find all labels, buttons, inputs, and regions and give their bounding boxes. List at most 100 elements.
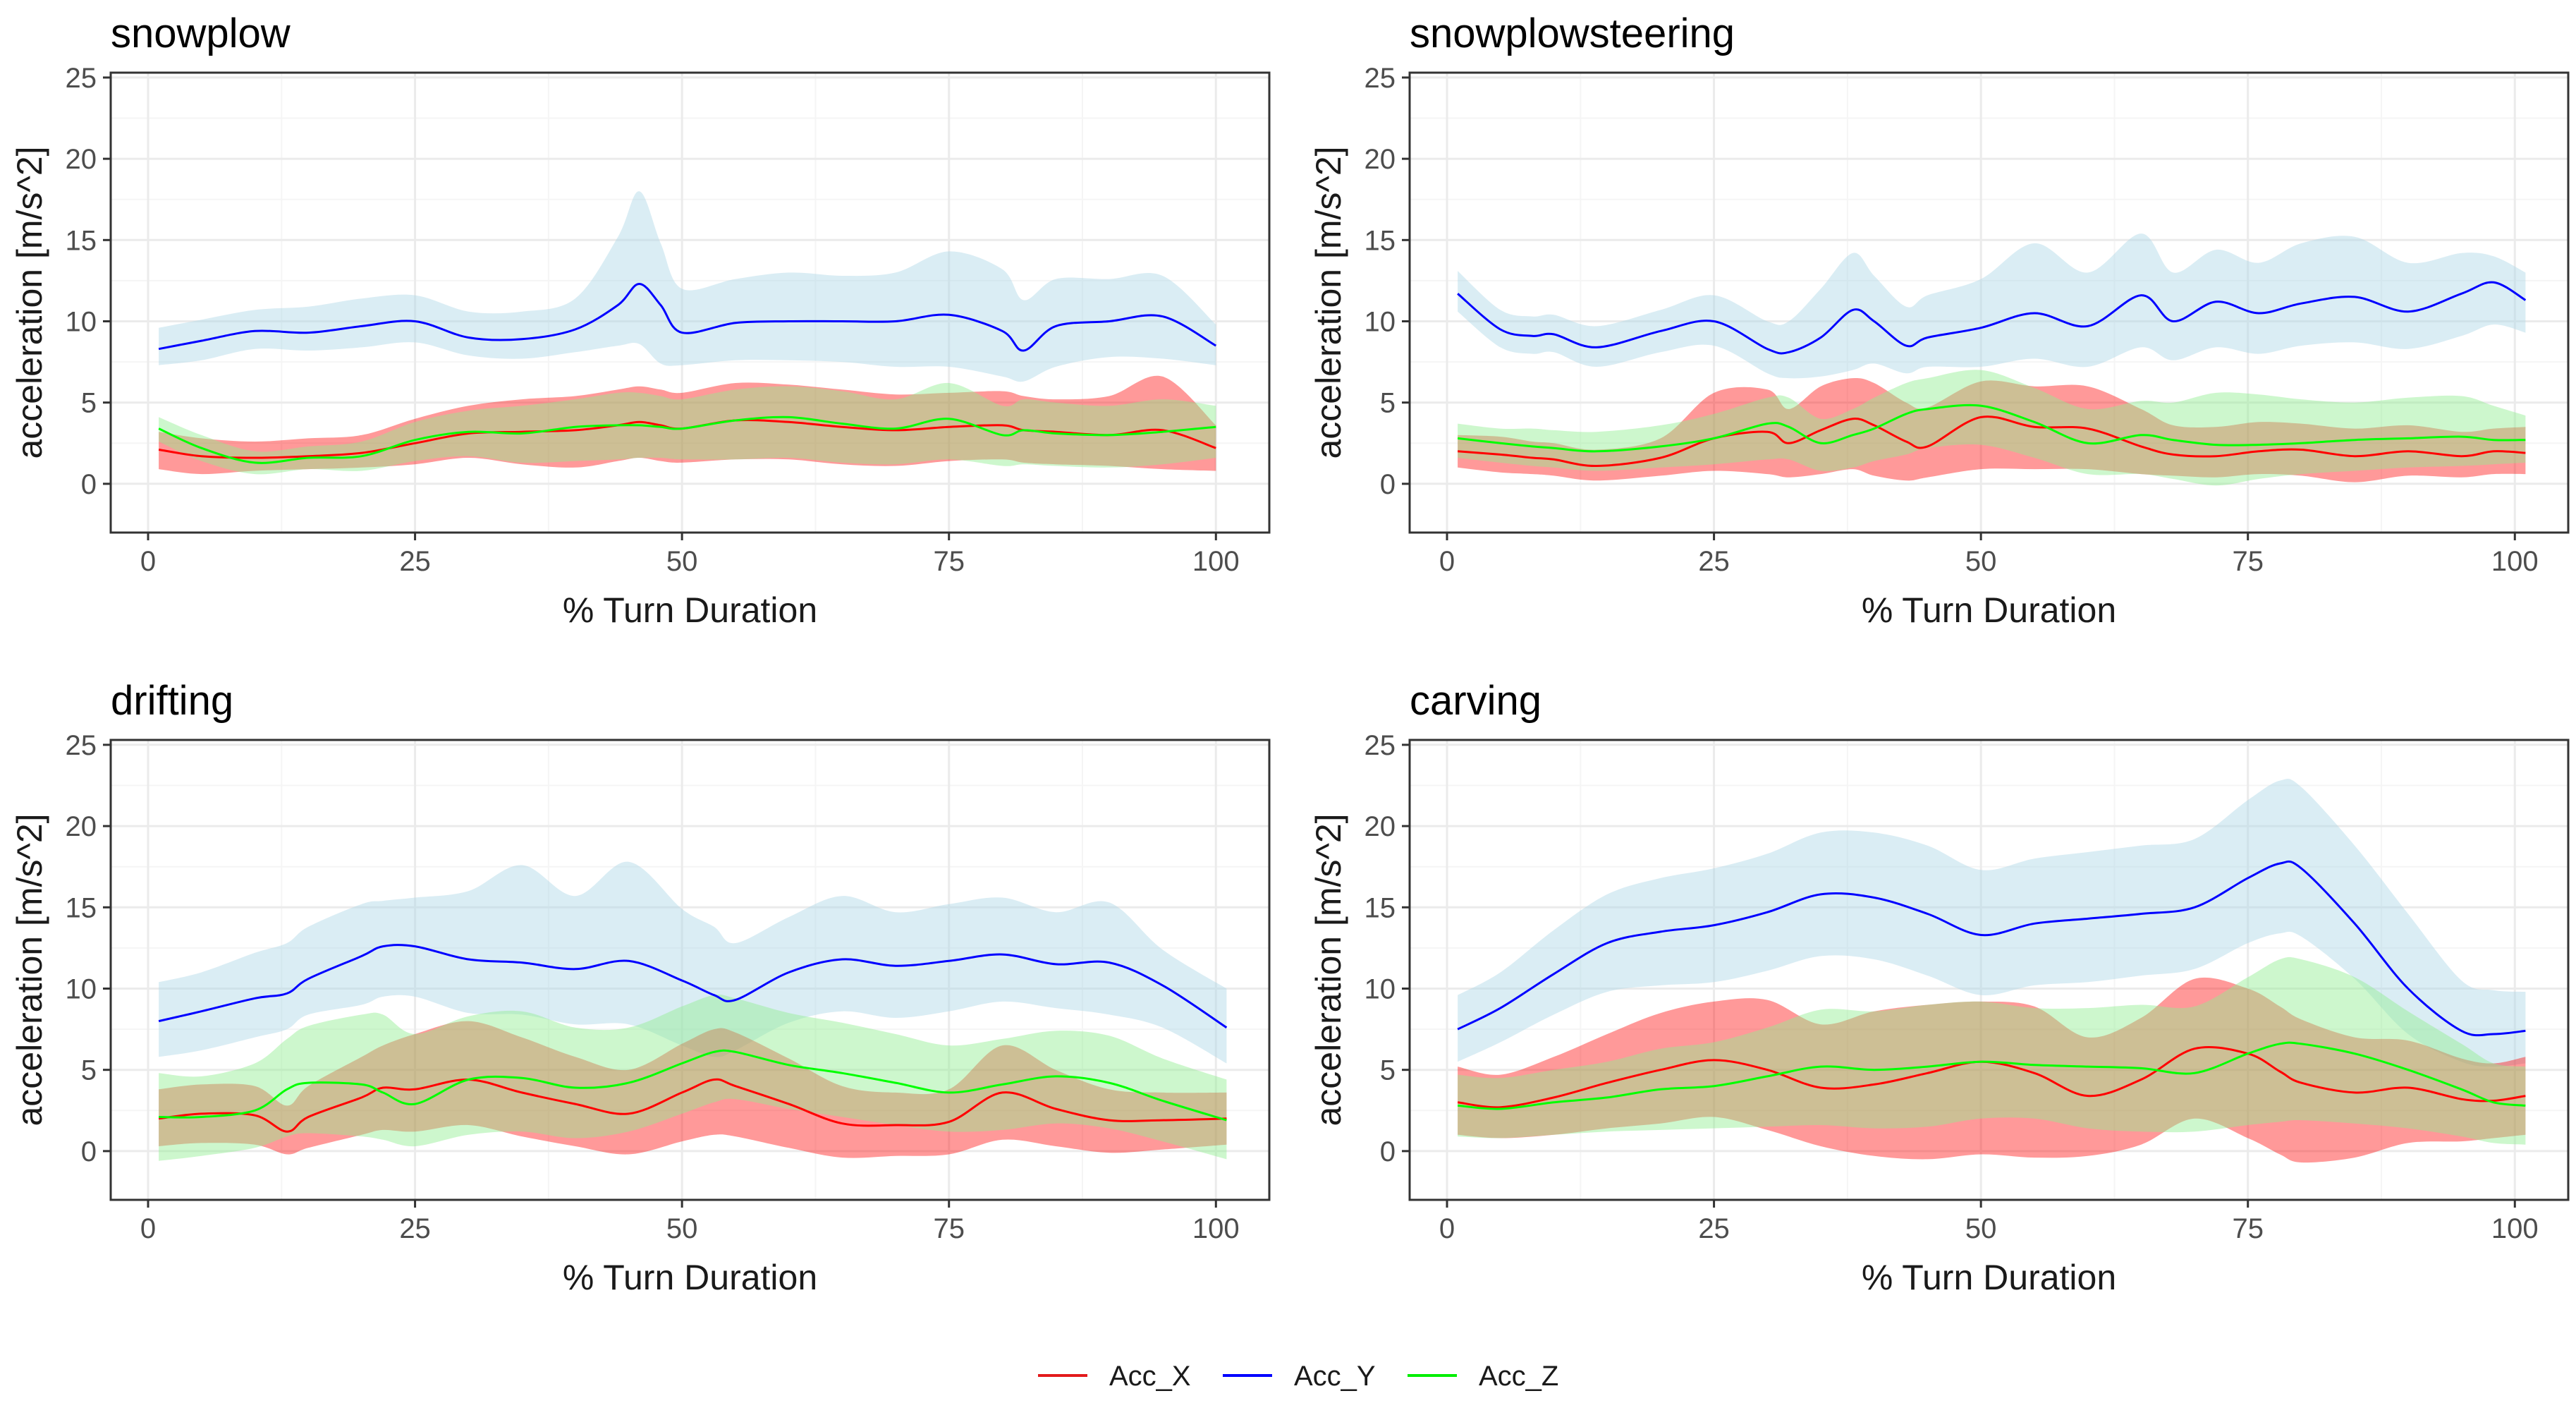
band-acc-y [159, 191, 1216, 382]
legend-item-acc-z: Acc_Z [1408, 1361, 1558, 1392]
panel-title: drifting [111, 678, 233, 724]
y-tick-label: 0 [1380, 1136, 1396, 1167]
plot-area [158, 861, 1228, 1161]
y-tick-label: 10 [1365, 306, 1396, 337]
panel-snowplowsteering: 0 25 50 75 100 0 5 10 15 20 25 snowplowsteering % Tu… [1309, 11, 2570, 630]
panel-border [109, 71, 1271, 534]
line-acc-z [159, 1049, 1227, 1122]
x-axis-title: % Turn Duration [563, 1258, 817, 1297]
line-acc-y [158, 944, 1228, 1029]
band-acc-x [1458, 377, 2526, 482]
x-tick-label: 25 [1698, 546, 1730, 577]
band-acc-z [159, 995, 1227, 1161]
x-tick-label: 50 [666, 546, 698, 577]
line-acc-y [1457, 281, 2527, 355]
y-tick-label: 25 [66, 730, 97, 761]
legend-label: Acc_X [1109, 1361, 1191, 1392]
y-tick-label: 0 [81, 1136, 97, 1167]
y-tick-label: 25 [66, 63, 97, 94]
y-tick-label: 25 [1365, 63, 1396, 94]
y-axis-title: acceleration [m/s^2] [10, 813, 49, 1126]
panel-snowplow: 0 25 50 75 100 0 5 10 15 20 25 snowplow % Turn Durat… [10, 11, 1271, 630]
plot-area [1457, 779, 2526, 1163]
legend-label: Acc_Z [1479, 1361, 1558, 1392]
x-tick-label: 25 [399, 1213, 431, 1244]
band-acc-y [1458, 779, 2526, 1067]
line-acc-x [1457, 1046, 2526, 1109]
x-tick-label: 75 [933, 1213, 965, 1244]
band-acc-z [1458, 370, 2526, 486]
panel-border [1408, 739, 2570, 1201]
y-tick-label: 10 [1365, 973, 1396, 1004]
band-acc-x [159, 375, 1216, 475]
plot-area [158, 191, 1217, 475]
x-tick-label: 100 [2491, 546, 2539, 577]
y-tick-label: 20 [1365, 144, 1396, 175]
band-acc-x [159, 1021, 1227, 1158]
y-axis-title: acceleration [m/s^2] [10, 146, 49, 458]
x-axis-title: % Turn Duration [563, 590, 817, 630]
line-acc-y [1457, 860, 2526, 1037]
legend: Acc_X Acc_Y Acc_Z [1038, 1361, 1558, 1392]
y-axis-title: acceleration [m/s^2] [1309, 146, 1348, 458]
line-acc-x [158, 1078, 1227, 1133]
panel-title: carving [1410, 678, 1542, 724]
x-tick-label: 100 [1192, 1213, 1240, 1244]
y-tick-label: 15 [66, 225, 97, 256]
x-tick-label: 100 [2491, 1213, 2539, 1244]
y-tick-label: 5 [81, 1055, 97, 1086]
x-tick-label: 25 [1698, 1213, 1730, 1244]
x-axis-title: % Turn Duration [1862, 1258, 2116, 1297]
x-tick-label: 0 [1439, 1213, 1455, 1244]
x-tick-label: 75 [933, 546, 965, 577]
band-acc-y [159, 861, 1227, 1064]
legend-item-acc-y: Acc_Y [1223, 1361, 1376, 1392]
y-tick-label: 20 [66, 144, 97, 175]
band-acc-x [1458, 977, 2526, 1163]
grid [111, 740, 1269, 1200]
line-acc-z [1457, 1041, 2526, 1110]
grid [1410, 740, 2568, 1200]
y-tick-label: 10 [66, 306, 97, 337]
plot-area [1457, 233, 2527, 486]
y-tick-label: 15 [66, 892, 97, 923]
x-tick-label: 75 [2232, 1213, 2264, 1244]
panel-title: snowplow [111, 11, 291, 56]
x-tick-label: 50 [1965, 1213, 1997, 1244]
y-tick-label: 5 [81, 388, 97, 419]
panel-border [109, 739, 1271, 1201]
x-tick-label: 25 [399, 546, 431, 577]
x-tick-label: 0 [140, 546, 156, 577]
y-tick-label: 0 [1380, 469, 1396, 500]
y-tick-label: 15 [1365, 892, 1396, 923]
x-tick-label: 50 [1965, 546, 1997, 577]
x-tick-label: 100 [1192, 546, 1240, 577]
legend-label: Acc_Y [1294, 1361, 1376, 1392]
y-tick-label: 25 [1365, 730, 1396, 761]
band-acc-y [1458, 233, 2526, 379]
line-acc-z [1457, 403, 2526, 453]
y-tick-label: 5 [1380, 388, 1396, 419]
grid [1410, 73, 2568, 533]
x-tick-label: 50 [666, 1213, 698, 1244]
line-acc-x [1457, 415, 2526, 468]
x-tick-label: 0 [140, 1213, 156, 1244]
panel-carving: 0 25 50 75 100 0 5 10 15 20 25 carving % Turn Durati… [1309, 678, 2570, 1297]
x-tick-label: 0 [1439, 546, 1455, 577]
panel-border [1408, 71, 2570, 534]
panel-drifting: 0 25 50 75 100 0 5 10 15 20 25 drifting % Turn Durat… [10, 678, 1271, 1297]
y-axis-title: acceleration [m/s^2] [1309, 813, 1348, 1126]
y-tick-label: 20 [66, 811, 97, 842]
legend-item-acc-x: Acc_X [1038, 1361, 1191, 1392]
x-tick-label: 75 [2232, 546, 2264, 577]
y-tick-label: 20 [1365, 811, 1396, 842]
line-acc-y [158, 282, 1217, 352]
y-tick-label: 0 [81, 469, 97, 500]
grid [111, 73, 1269, 533]
band-acc-z [1458, 956, 2526, 1145]
y-tick-label: 5 [1380, 1055, 1396, 1086]
y-tick-label: 15 [1365, 225, 1396, 256]
y-tick-label: 10 [66, 973, 97, 1004]
x-axis-title: % Turn Duration [1862, 590, 2116, 630]
